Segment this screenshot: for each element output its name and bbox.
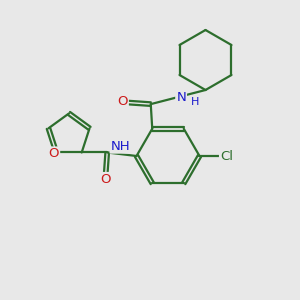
Text: H: H: [190, 98, 199, 107]
Text: O: O: [117, 94, 128, 108]
Text: O: O: [100, 173, 111, 186]
Text: O: O: [49, 148, 59, 160]
Text: Cl: Cl: [220, 149, 233, 163]
Text: N: N: [176, 91, 186, 103]
Text: NH: NH: [110, 140, 130, 153]
